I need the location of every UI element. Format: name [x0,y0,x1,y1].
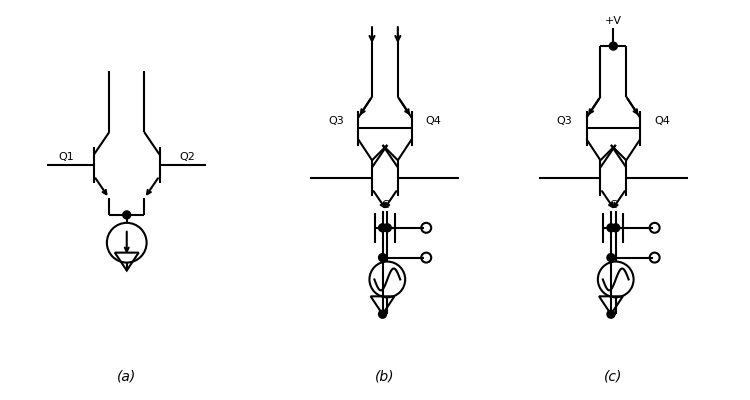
Text: Q1: Q1 [58,152,74,162]
Circle shape [379,224,386,232]
Circle shape [612,224,620,232]
Text: Q2: Q2 [179,152,195,162]
Circle shape [607,310,615,318]
Circle shape [383,224,392,232]
Text: +V: +V [604,16,622,26]
Text: (b): (b) [375,370,394,384]
Text: Q3: Q3 [556,116,572,126]
Circle shape [379,254,386,262]
Text: Q4: Q4 [654,116,670,126]
Circle shape [607,254,615,262]
Circle shape [123,211,130,219]
Circle shape [379,310,386,318]
Text: Q4: Q4 [426,116,442,126]
Text: C: C [610,200,617,210]
Text: (c): (c) [604,370,622,384]
Text: C: C [381,200,388,210]
Text: (a): (a) [117,370,136,384]
Circle shape [609,42,617,50]
Text: Q3: Q3 [328,116,344,126]
Circle shape [607,224,615,232]
